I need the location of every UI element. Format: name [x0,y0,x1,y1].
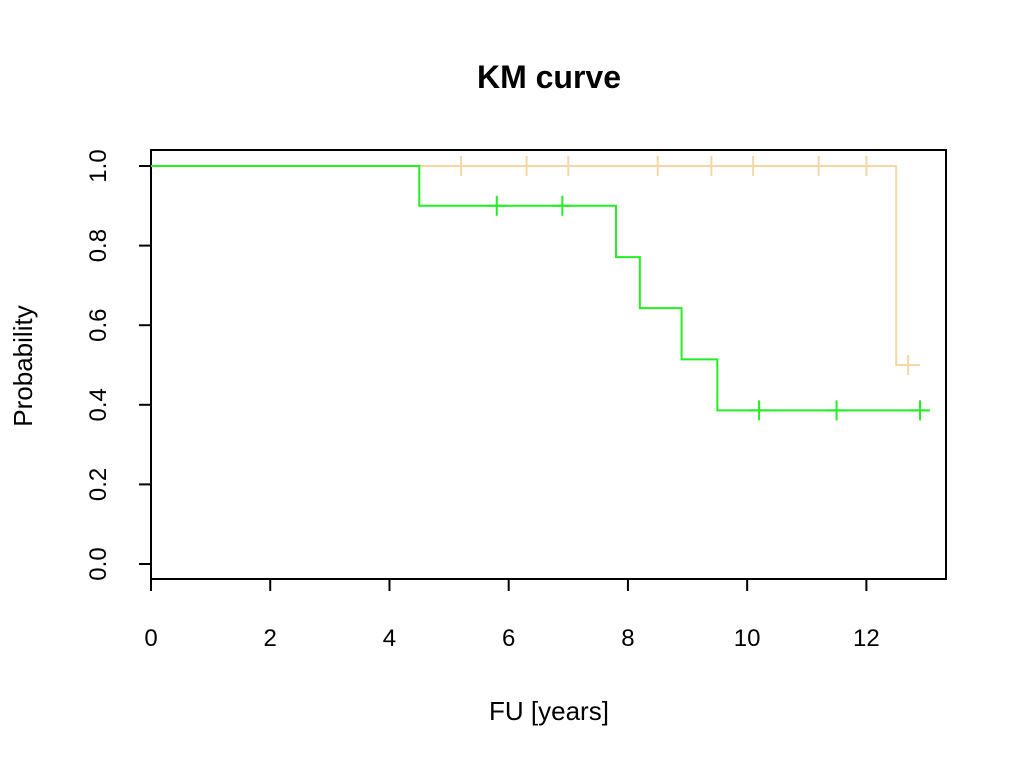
y-axis-title: Probability [8,305,38,426]
censor-mark [808,156,829,176]
x-tick-label: 6 [502,625,515,652]
x-axis: 0 2 4 6 8 10 12 [144,579,880,652]
censor-mark [558,156,579,176]
plot-frame [150,149,947,580]
y-axis: 0.0 0.2 0.4 0.6 0.8 1.0 [85,149,151,581]
x-tick-label: 4 [383,625,396,652]
y-tick-label: 0.8 [85,229,112,262]
censor-mark [451,156,471,176]
y-tick-label: 0.2 [85,468,112,501]
chart-title: KM curve [477,59,621,95]
x-tick-label: 10 [734,625,761,652]
censor-mark [856,156,877,176]
x-tick-label: 12 [853,625,880,652]
series-layer [151,156,931,421]
x-axis-title: FU [years] [489,696,609,726]
km-curve-series-1 [151,165,921,366]
y-tick-label: 1.0 [85,149,112,182]
y-tick-label: 0.4 [85,388,112,421]
x-tick-label: 8 [621,625,634,652]
censor-mark [898,355,919,375]
censor-mark [826,400,847,421]
x-tick-label: 2 [264,625,277,652]
censor-mark [749,400,770,421]
y-tick-label: 0.0 [85,547,112,580]
y-tick-label: 0.6 [85,309,112,342]
censor-mark [910,400,931,421]
censor-mark [743,156,764,176]
censor-mark [516,156,537,176]
censor-mark [552,195,573,216]
x-tick-label: 0 [144,625,157,652]
km-curve-series-2 [151,165,926,412]
censor-mark [701,156,722,176]
censor-mark [647,156,668,176]
censor-mark [486,195,507,216]
